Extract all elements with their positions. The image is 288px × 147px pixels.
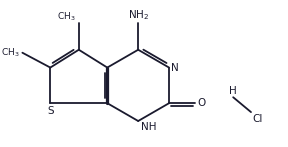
Text: NH: NH [141, 122, 156, 132]
Text: CH$_3$: CH$_3$ [57, 11, 76, 23]
Text: H: H [229, 86, 237, 96]
Text: N: N [171, 63, 179, 73]
Text: NH$_2$: NH$_2$ [128, 9, 149, 22]
Text: Cl: Cl [253, 114, 263, 124]
Text: O: O [197, 98, 205, 108]
Text: S: S [47, 106, 54, 116]
Text: CH$_3$: CH$_3$ [1, 46, 20, 59]
